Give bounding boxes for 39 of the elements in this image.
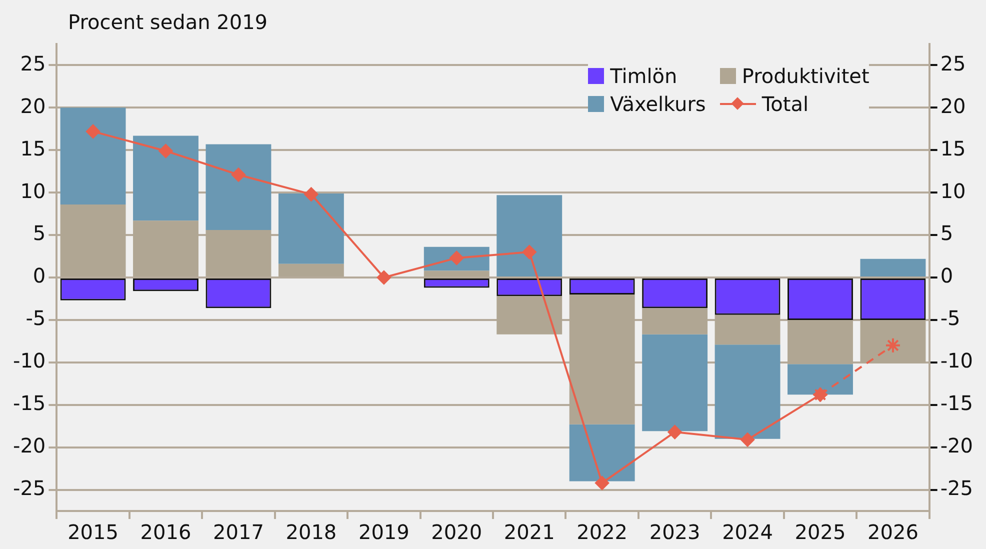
y2-tick-label: 10 xyxy=(940,178,966,203)
x-tick-label: 2022 xyxy=(576,520,628,544)
y2-tick-label: 15 xyxy=(940,136,966,160)
y2-tick-label: -10 xyxy=(940,348,974,373)
x-tick-label: 2021 xyxy=(504,520,555,544)
x-tick-label: 2023 xyxy=(649,520,700,544)
x-tick-label: 2026 xyxy=(868,520,918,544)
y2-tick-label: 20 xyxy=(940,94,966,118)
legend-label: Produktivitet xyxy=(742,64,870,88)
y-tick-label: 10 xyxy=(20,178,46,203)
y-tick-label: 20 xyxy=(20,94,46,118)
y-tick-label: -10 xyxy=(12,348,46,373)
x-tick-label: 2025 xyxy=(794,520,846,544)
y2-tick-label: 25 xyxy=(940,51,966,76)
x-tick-label: 2016 xyxy=(140,520,192,544)
y-tick-label: -5 xyxy=(26,306,46,330)
y2-tick-label: -5 xyxy=(940,306,960,330)
legend-label: Timlön xyxy=(610,64,678,88)
y-tick-label: 25 xyxy=(20,51,46,76)
y-tick-label: -25 xyxy=(12,476,46,500)
y-tick-label: 15 xyxy=(20,136,46,160)
y-tick-label: 5 xyxy=(32,221,46,246)
y2-tick-label: -15 xyxy=(940,391,974,416)
legend-label: Växelkurs xyxy=(610,92,706,116)
y2-tick-label: 0 xyxy=(940,264,954,288)
x-tick-label: 2017 xyxy=(213,520,264,544)
y-tick-label: -15 xyxy=(12,391,46,416)
x-tick-label: 2018 xyxy=(286,520,337,544)
x-tick-label: 2024 xyxy=(722,520,773,544)
x-tick-label: 2020 xyxy=(431,520,482,544)
y2-tick-label: -20 xyxy=(940,434,974,458)
y2-tick-label: 5 xyxy=(940,221,954,246)
y-tick-label: 0 xyxy=(32,264,46,288)
x-tick-label: 2019 xyxy=(358,520,410,544)
legend-label: Total xyxy=(762,92,809,116)
chart-title: Procent sedan 2019 xyxy=(68,10,268,34)
y2-tick-label: -25 xyxy=(940,476,974,500)
y-tick-label: -20 xyxy=(12,434,46,458)
x-tick-label: 2015 xyxy=(68,520,118,544)
